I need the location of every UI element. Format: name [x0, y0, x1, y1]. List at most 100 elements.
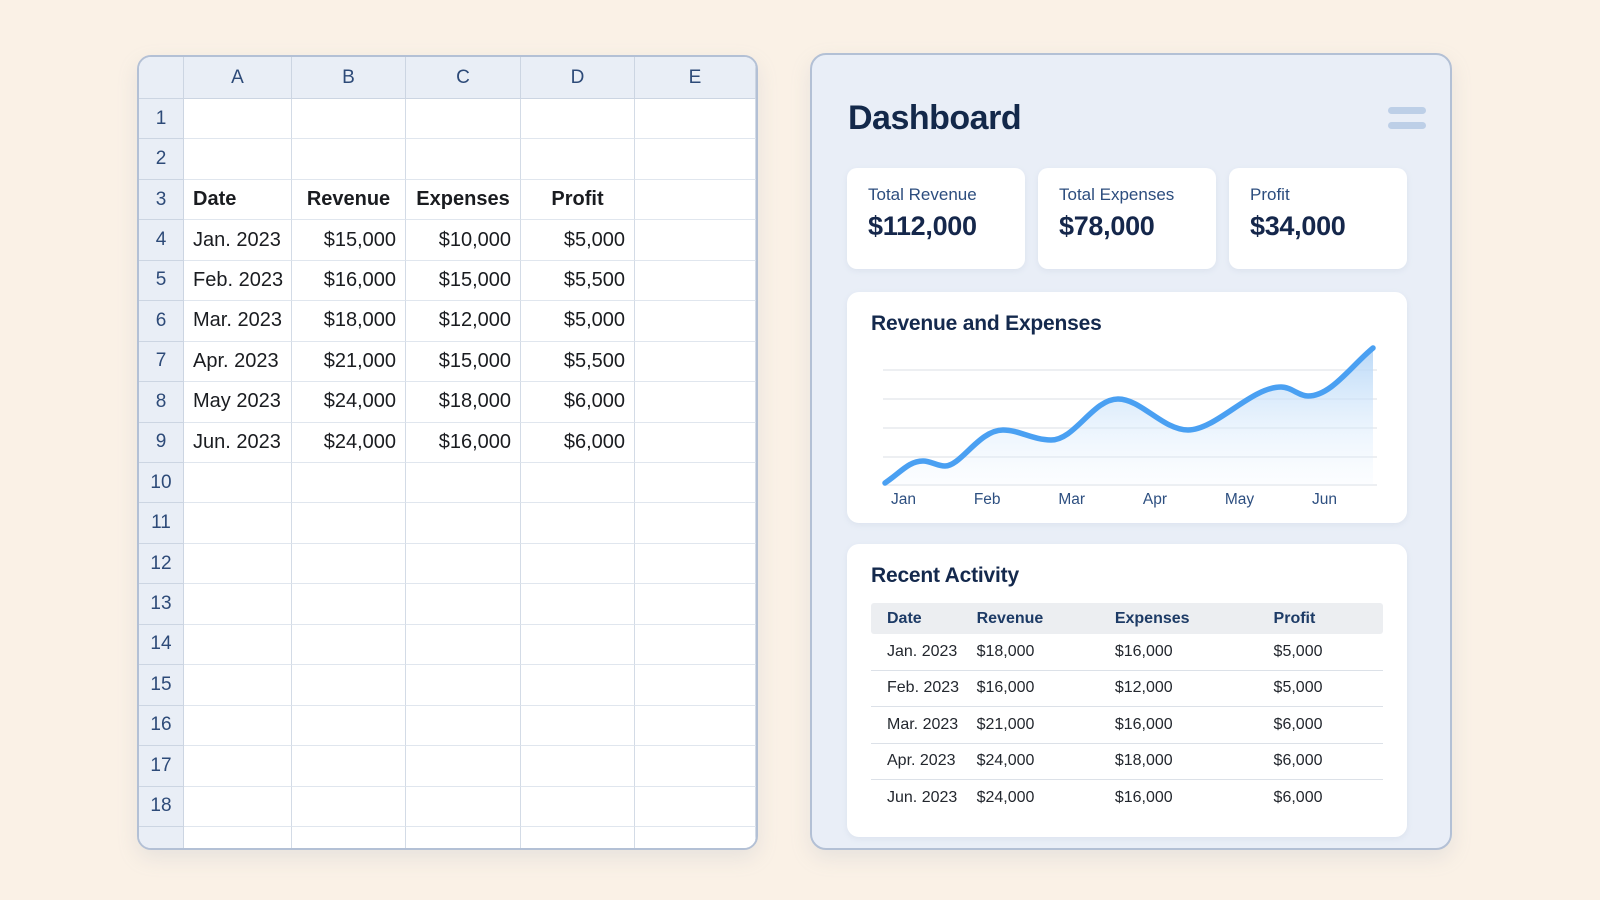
cell-C1[interactable] [406, 99, 521, 140]
cell-B8[interactable]: $24,000 [292, 382, 406, 423]
cell-D17[interactable] [521, 746, 635, 787]
cell-D4[interactable]: $5,000 [521, 220, 635, 261]
cell-C3[interactable]: Expenses [406, 179, 521, 221]
cell-C5[interactable]: $15,000 [406, 260, 521, 302]
cell-D2[interactable] [521, 139, 635, 180]
cell-E17[interactable] [635, 746, 756, 787]
row-header-2[interactable]: 2 [139, 139, 184, 180]
cell-A7[interactable]: Apr. 2023 [184, 341, 292, 383]
cell-E5[interactable] [635, 260, 756, 302]
cell-A8[interactable]: May 2023 [184, 382, 292, 423]
cell-B12[interactable] [292, 543, 406, 585]
row-header-4[interactable]: 4 [139, 220, 184, 261]
cell-B13[interactable] [292, 584, 406, 625]
cell-C16[interactable] [406, 705, 521, 747]
cell-A4[interactable]: Jan. 2023 [184, 220, 292, 261]
cell-D18[interactable] [521, 786, 635, 827]
row-header-12[interactable]: 12 [139, 543, 184, 585]
cell-D5[interactable]: $5,500 [521, 260, 635, 302]
cell-E4[interactable] [635, 220, 756, 261]
cell-A6[interactable]: Mar. 2023 [184, 301, 292, 342]
row-header-7[interactable]: 7 [139, 341, 184, 383]
cell-D13[interactable] [521, 584, 635, 625]
cell-A16[interactable] [184, 705, 292, 747]
cell-E14[interactable] [635, 624, 756, 666]
cell-B1[interactable] [292, 99, 406, 140]
cell-A15[interactable] [184, 665, 292, 706]
hamburger-icon[interactable] [1388, 107, 1426, 129]
cell-B6[interactable]: $18,000 [292, 301, 406, 342]
column-header-E[interactable]: E [635, 57, 756, 99]
row-header-15[interactable]: 15 [139, 665, 184, 706]
cell-A3[interactable]: Date [184, 179, 292, 221]
cell-C13[interactable] [406, 584, 521, 625]
cell-B10[interactable] [292, 462, 406, 504]
cell-B15[interactable] [292, 665, 406, 706]
row-header-9[interactable]: 9 [139, 422, 184, 463]
cell-D14[interactable] [521, 624, 635, 666]
cell-A14[interactable] [184, 624, 292, 666]
cell-B4[interactable]: $15,000 [292, 220, 406, 261]
cell-D16[interactable] [521, 705, 635, 747]
cell-E1[interactable] [635, 99, 756, 140]
row-header-10[interactable]: 10 [139, 462, 184, 504]
cell-E3[interactable] [635, 179, 756, 221]
column-header-C[interactable]: C [406, 57, 521, 99]
cell-E10[interactable] [635, 462, 756, 504]
cell-B5[interactable]: $16,000 [292, 260, 406, 302]
cell-A11[interactable] [184, 503, 292, 544]
cell-E18[interactable] [635, 786, 756, 827]
cell-B3[interactable]: Revenue [292, 179, 406, 221]
row-header-5[interactable]: 5 [139, 260, 184, 302]
cell-A12[interactable] [184, 543, 292, 585]
cell-E6[interactable] [635, 301, 756, 342]
cell-D3[interactable]: Profit [521, 179, 635, 221]
cell-A1[interactable] [184, 99, 292, 140]
row-header-17[interactable]: 17 [139, 746, 184, 787]
cell-C8[interactable]: $18,000 [406, 382, 521, 423]
cell-A10[interactable] [184, 462, 292, 504]
cell-C18[interactable] [406, 786, 521, 827]
cell-B14[interactable] [292, 624, 406, 666]
cell-A17[interactable] [184, 746, 292, 787]
cell-C10[interactable] [406, 462, 521, 504]
cell-C14[interactable] [406, 624, 521, 666]
cell-D15[interactable] [521, 665, 635, 706]
row-header-11[interactable]: 11 [139, 503, 184, 544]
cell-B7[interactable]: $21,000 [292, 341, 406, 383]
row-header-18[interactable]: 18 [139, 786, 184, 827]
cell-E8[interactable] [635, 382, 756, 423]
cell-E11[interactable] [635, 503, 756, 544]
cell-C7[interactable]: $15,000 [406, 341, 521, 383]
cell-D12[interactable] [521, 543, 635, 585]
cell-C12[interactable] [406, 543, 521, 585]
row-header-16[interactable]: 16 [139, 705, 184, 747]
cell-A2[interactable] [184, 139, 292, 180]
cell-A13[interactable] [184, 584, 292, 625]
cell-D11[interactable] [521, 503, 635, 544]
cell-A9[interactable]: Jun. 2023 [184, 422, 292, 463]
cell-E9[interactable] [635, 422, 756, 463]
cell-D10[interactable] [521, 462, 635, 504]
cell-A18[interactable] [184, 786, 292, 827]
cell-C6[interactable]: $12,000 [406, 301, 521, 342]
cell-E16[interactable] [635, 705, 756, 747]
corner-header-cell[interactable] [139, 57, 184, 99]
cell-B2[interactable] [292, 139, 406, 180]
cell-B17[interactable] [292, 746, 406, 787]
cell-B11[interactable] [292, 503, 406, 544]
row-header-8[interactable]: 8 [139, 382, 184, 423]
cell-B18[interactable] [292, 786, 406, 827]
cell-E15[interactable] [635, 665, 756, 706]
cell-E13[interactable] [635, 584, 756, 625]
cell-E12[interactable] [635, 543, 756, 585]
cell-C17[interactable] [406, 746, 521, 787]
row-header-13[interactable]: 13 [139, 584, 184, 625]
cell-C15[interactable] [406, 665, 521, 706]
row-header-1[interactable]: 1 [139, 99, 184, 140]
cell-D8[interactable]: $6,000 [521, 382, 635, 423]
column-header-D[interactable]: D [521, 57, 635, 99]
row-header-6[interactable]: 6 [139, 301, 184, 342]
cell-D9[interactable]: $6,000 [521, 422, 635, 463]
cell-E2[interactable] [635, 139, 756, 180]
